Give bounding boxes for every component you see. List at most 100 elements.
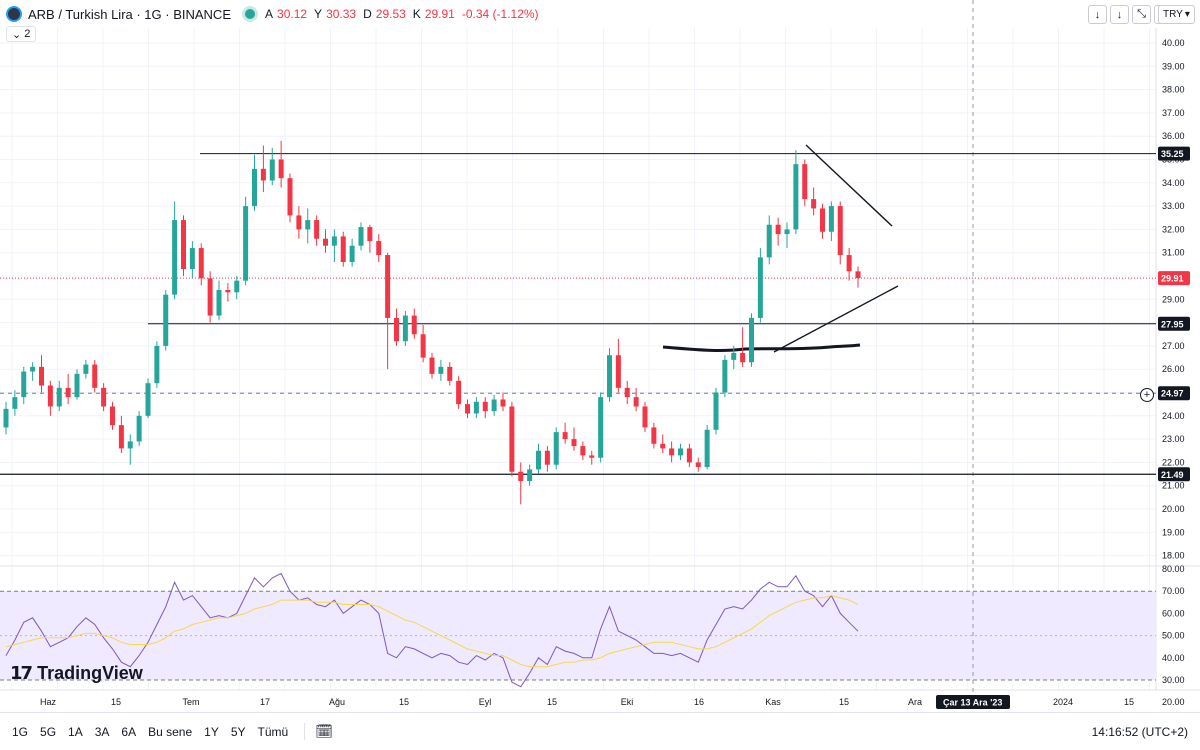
chart-header: ARB / Turkish Lira · 1G · BINANCE A 30.12… bbox=[0, 0, 1150, 28]
candle-body bbox=[385, 255, 391, 318]
low-label: D bbox=[363, 7, 372, 21]
candle-body bbox=[331, 236, 337, 246]
range-button-ytd[interactable]: Bu sene bbox=[148, 724, 193, 739]
time-tick-label: 15 bbox=[839, 697, 849, 707]
time-tick-label: 17 bbox=[260, 697, 270, 707]
download-icon[interactable]: ↓ bbox=[1088, 5, 1107, 24]
price-tag bbox=[1158, 467, 1190, 482]
candle-body bbox=[456, 380, 462, 405]
candle-body bbox=[447, 366, 453, 381]
rsi-tick-label: 40.00 bbox=[1162, 653, 1185, 663]
candle-body bbox=[820, 208, 825, 232]
time-tick-label: Haz bbox=[40, 697, 57, 707]
close-value: 29.91 bbox=[424, 7, 455, 21]
candle-body bbox=[260, 168, 266, 181]
candle-body bbox=[118, 425, 124, 449]
time-tick-label: 15 bbox=[399, 697, 409, 707]
price-tag bbox=[1158, 146, 1190, 161]
candle-body bbox=[358, 227, 364, 246]
candle-body bbox=[30, 366, 36, 372]
price-tick-label: 27.00 bbox=[1162, 341, 1185, 351]
range-button-5y[interactable]: 5Y bbox=[230, 724, 246, 739]
time-tick-label: 15 bbox=[1124, 697, 1134, 707]
candle-body bbox=[74, 373, 80, 398]
indicator-count: 2 bbox=[24, 28, 31, 40]
add-alert-icon[interactable]: + bbox=[1140, 388, 1154, 402]
ohlc-values: A 30.12 Y 30.33 D 29.53 K 29.91 -0.34 (-1.12… bbox=[265, 7, 542, 21]
candle-body bbox=[509, 406, 515, 472]
rsi-band bbox=[0, 591, 1156, 680]
rsi-tick-label: 50.00 bbox=[1162, 631, 1185, 641]
candle-body bbox=[704, 429, 710, 468]
candle-body bbox=[695, 462, 701, 468]
candles bbox=[3, 140, 861, 505]
fullscreen-icon[interactable]: ⤡ bbox=[1132, 5, 1151, 24]
price-tick-label: 29.00 bbox=[1162, 294, 1185, 304]
time-tick-label: Ara bbox=[908, 697, 922, 707]
tradingview-logo-icon: 17 bbox=[10, 663, 33, 684]
range-button-all[interactable]: Tümü bbox=[257, 724, 289, 739]
candle-body bbox=[651, 427, 657, 444]
range-button-1g[interactable]: 1G bbox=[12, 724, 29, 739]
candle-body bbox=[367, 227, 373, 242]
clock[interactable]: 14:16:52 (UTC+2) bbox=[1091, 725, 1188, 739]
candle-body bbox=[491, 399, 497, 412]
price-tick-label: 40.00 bbox=[1162, 38, 1185, 48]
candle-body bbox=[837, 206, 843, 256]
date-tag-label: Çar 13 Ara '23 bbox=[943, 698, 1002, 708]
candle-body bbox=[110, 406, 115, 426]
candle-body bbox=[482, 401, 488, 412]
candle-body bbox=[402, 315, 408, 342]
candle-body bbox=[518, 471, 524, 482]
candle-body bbox=[553, 432, 559, 465]
rsi-line bbox=[5, 572, 859, 688]
price-tag-label: 27.95 bbox=[1161, 319, 1184, 329]
candle-body bbox=[287, 178, 293, 216]
candle-body bbox=[580, 446, 586, 456]
candle-body bbox=[376, 241, 382, 256]
candle-body bbox=[731, 352, 737, 360]
price-tick-label: 19.00 bbox=[1162, 527, 1185, 537]
range-button-6a[interactable]: 6A bbox=[121, 724, 137, 739]
rsi-tick-label: 70.00 bbox=[1162, 586, 1185, 596]
price-tick-label: 31.00 bbox=[1162, 248, 1185, 258]
candle-body bbox=[314, 220, 320, 239]
candle-body bbox=[163, 294, 169, 346]
candle-body bbox=[394, 317, 399, 342]
candle-body bbox=[269, 159, 275, 181]
price-tick-label: 22.00 bbox=[1162, 457, 1185, 467]
candle-body bbox=[323, 238, 328, 246]
candle-body bbox=[500, 399, 506, 407]
range-button-1y[interactable]: 1Y bbox=[204, 724, 219, 739]
symbol-title[interactable]: ARB / Turkish Lira · 1G · BINANCE bbox=[28, 6, 231, 22]
chevron-down-icon: ⌄ bbox=[12, 28, 22, 41]
indicators-toggle[interactable]: ⌄ 2 bbox=[6, 26, 37, 42]
candle-body bbox=[713, 392, 719, 430]
range-button-5g[interactable]: 5G bbox=[40, 724, 57, 739]
logo-text: TradingView bbox=[37, 663, 143, 683]
candle-body bbox=[828, 206, 834, 232]
price-tag-label: 29.91 bbox=[1161, 274, 1184, 284]
tradingview-logo[interactable]: 17 TradingView bbox=[10, 663, 143, 684]
calendar-icon[interactable]: 🗓 bbox=[304, 723, 333, 740]
low-value: 29.53 bbox=[375, 7, 406, 21]
candle-body bbox=[633, 397, 639, 407]
currency-selector[interactable]: TRY ▾ bbox=[1158, 5, 1195, 24]
rsi-tick-label: 20.00 bbox=[1162, 697, 1185, 707]
rsi-tick-label: 30.00 bbox=[1162, 675, 1185, 685]
range-button-3a[interactable]: 3A bbox=[94, 724, 110, 739]
open-label: A bbox=[265, 7, 274, 21]
price-tag bbox=[1158, 271, 1190, 286]
range-button-1a[interactable]: 1A bbox=[68, 724, 83, 739]
descending-trendline bbox=[805, 144, 893, 227]
candle-body bbox=[172, 220, 178, 295]
price-tick-label: 26.00 bbox=[1162, 364, 1185, 374]
change-value: -0.34 (-1.12%) bbox=[461, 7, 539, 21]
candle-body bbox=[349, 245, 355, 263]
candle-body bbox=[686, 448, 692, 463]
candle-body bbox=[101, 387, 107, 407]
candle-body bbox=[473, 401, 479, 414]
arrow-down-icon[interactable]: ↓ bbox=[1110, 5, 1129, 24]
candle-body bbox=[39, 366, 44, 386]
